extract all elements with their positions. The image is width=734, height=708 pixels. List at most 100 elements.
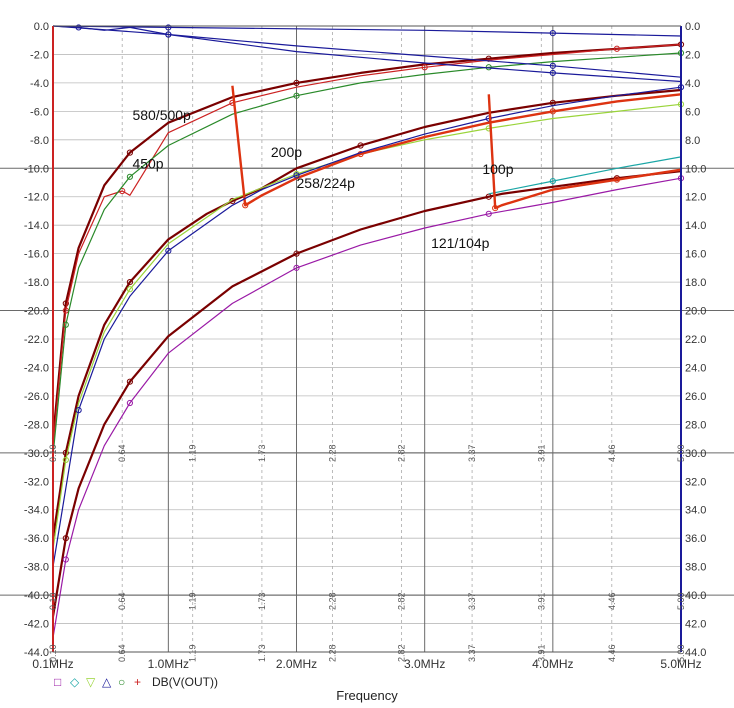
x-minor-tick-label: 1.19 [188,444,198,462]
data-point-11 [549,69,556,77]
x-minor-tick-label: 1.73 [257,592,267,610]
x-minor-tick-label: 2.82 [397,644,407,662]
y-tick-label-left: -36.0 [24,533,49,545]
x-tick-label: 0.1MHz [32,657,73,671]
x-minor-tick-label: 5.00 [676,592,686,610]
x-minor-tick-label: 2.28 [327,444,337,462]
series-line-10 [52,177,682,638]
series-layer [51,24,685,638]
data-point-2 [62,321,69,328]
y-tick-label-right: 20.0 [685,306,706,318]
x-minor-tick-label: 4.46 [607,444,617,462]
curve-annotation: 258/224p [297,175,356,191]
y-tick-label-right: 42.0 [685,619,706,631]
y-tick-label-right: 38.0 [685,562,706,574]
y-tick-label-right: 28.0 [685,419,706,431]
x-minor-tick-label: 3.91 [536,592,546,610]
x-minor-tick-label: 4.46 [607,644,617,662]
data-point-4 [62,456,69,464]
curve-annotation: 121/104p [431,235,490,251]
x-tick-label: 2.0MHz [276,657,317,671]
x-minor-tick-label: 1.19 [188,644,198,662]
y-tick-label-left: -44.0 [24,647,49,659]
data-point-3 [357,142,364,149]
y-tick-label-right: 8.0 [685,135,700,147]
x-minor-tick-label: 3.37 [467,444,477,462]
y-tick-label-right: 40.0 [685,590,706,602]
y-tick-label-left: -40.0 [24,590,49,602]
y-tick-label-left: -34.0 [24,505,49,517]
y-tick-label-left: -24.0 [24,362,49,374]
series-line-6 [52,86,682,567]
y-tick-label-left: -30.0 [24,448,49,460]
data-point-7 [293,250,300,257]
y-tick-label-right: 0.0 [685,21,700,33]
y-tick-label-left: 0.0 [34,21,49,33]
y-tick-label-right: 36.0 [685,533,706,545]
series-line-8 [488,156,682,195]
x-minor-tick-label: 0.64 [117,644,127,662]
x-minor-tick-label: 1.73 [257,644,267,662]
data-point-12 [165,24,172,31]
data-point-0 [126,149,133,156]
data-point-9 [492,205,499,212]
x-minor-tick-label: 0.64 [117,592,127,610]
data-point-10 [485,210,492,217]
legend: □ ◇ ▽ △ ○ + DB(V(OUT)) [54,675,218,689]
legend-marker: ○ [118,675,125,689]
y-tick-label-right: 14.0 [685,220,706,232]
series-line-0 [51,43,682,439]
data-point-0 [293,79,300,87]
y-tick-label-right: 34.0 [685,505,706,517]
data-point-1 [421,64,428,71]
y-tick-label-right: 18.0 [685,277,706,289]
y-tick-label-right: 22.0 [685,334,706,346]
series-line-3 [51,88,682,539]
data-point-7 [62,535,69,542]
y-tick-label-left: -4.0 [30,78,49,90]
x-minor-tick-label: 3.37 [467,592,477,610]
axes [52,25,682,653]
data-point-4 [126,286,133,293]
series-line-1 [52,43,682,446]
x-minor-tick-label: 2.28 [327,644,337,662]
x-minor-tick-label: 2.82 [397,444,407,462]
y-tick-label-left: -16.0 [24,249,49,261]
x-tick-label: 1.0MHz [148,657,189,671]
y-tick-label-left: -10.0 [24,163,49,175]
legend-label: DB(V(OUT)) [152,675,218,689]
y-tick-label-left: -12.0 [24,192,49,204]
x-minor-tick-label: 0.10 [48,592,58,610]
y-tick-label-left: -42.0 [24,619,49,631]
y-tick-label-right: 2.0 [685,49,700,61]
y-tick-label-left: -28.0 [24,419,49,431]
data-point-13 [549,62,556,69]
data-point-2 [126,173,133,180]
y-tick-label-right: 4.0 [685,78,700,90]
y-tick-label-left: -6.0 [30,106,49,118]
x-minor-tick-label: 3.91 [536,644,546,662]
data-point-0 [62,300,69,307]
y-tick-label-left: -26.0 [24,391,49,403]
x-tick-label: 4.0MHz [532,657,573,671]
series-line-4 [52,103,682,550]
data-point-2 [293,92,300,99]
curve-annotation: 450p [132,155,163,171]
y-tick-label-left: -8.0 [30,135,49,147]
data-point-10 [293,264,300,271]
y-tick-label-right: 26.0 [685,391,706,403]
series-line-2 [52,52,682,456]
y-tick-label-right: 32.0 [685,476,706,488]
y-tick-label-left: -20.0 [24,306,49,318]
x-minor-tick-label: 0.10 [48,444,58,462]
y-tick-label-right: 12.0 [685,192,706,204]
data-point-1 [119,187,126,195]
x-minor-tick-label: 2.82 [397,592,407,610]
series-line-13 [52,25,682,78]
legend-marker: ◇ [70,675,80,689]
y-tick-label-left: -2.0 [30,49,49,61]
y-tick-label-left: -32.0 [24,476,49,488]
